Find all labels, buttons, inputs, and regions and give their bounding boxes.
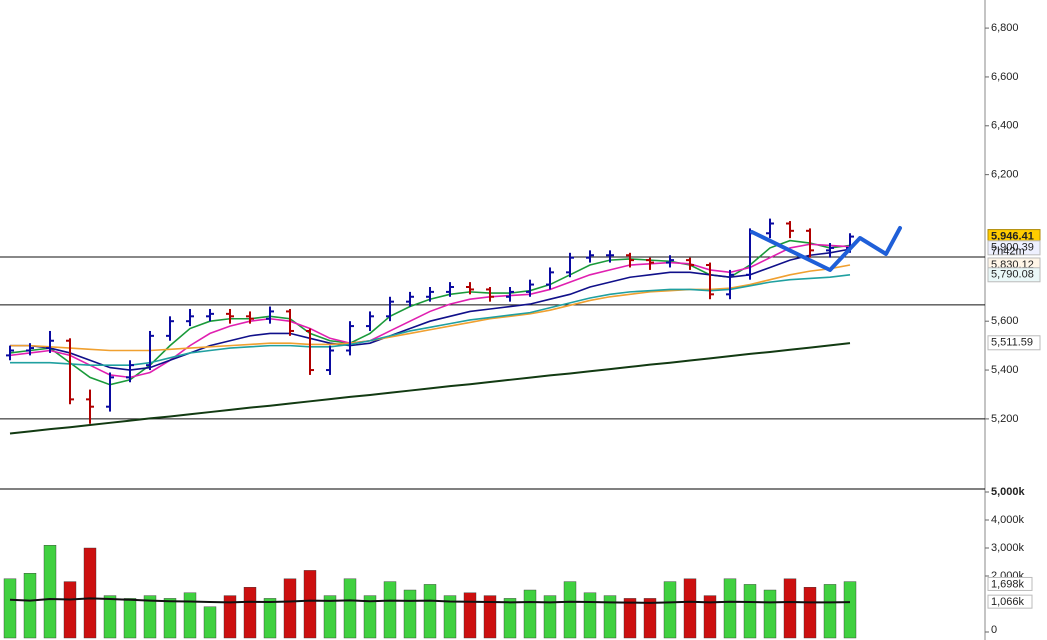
volume-y-tick-label: 3,000k	[991, 542, 1025, 554]
price-label-box	[987, 240, 1041, 256]
y-tick-label: 5,400	[991, 364, 1019, 376]
price-label: 5,900.39	[991, 242, 1034, 254]
volume-bar	[303, 570, 317, 639]
volume-bar	[803, 587, 817, 639]
volume-bar	[263, 598, 277, 639]
volume-bar	[283, 578, 297, 639]
volume-bar	[723, 578, 737, 639]
volume-y-tick-label: 5,000k	[991, 486, 1026, 498]
volume-bar	[703, 595, 717, 639]
moving-average	[9, 239, 851, 386]
volume-bar	[123, 598, 137, 639]
volume-bar	[223, 595, 237, 639]
volume-bar	[423, 584, 437, 639]
volume-bar	[443, 595, 457, 639]
volume-bar	[3, 578, 17, 639]
volume-bar	[683, 578, 697, 639]
volume-bar	[483, 595, 497, 639]
volume-bar	[183, 592, 197, 639]
volume-bar	[823, 584, 837, 639]
volume-y-tick-label: 0	[991, 624, 997, 636]
y-tick-label: 6,200	[991, 169, 1019, 181]
volume-bar	[603, 595, 617, 639]
volume-label-box	[987, 576, 1033, 591]
volume-pane	[3, 545, 857, 639]
volume-bar	[543, 595, 557, 639]
price-pane	[0, 218, 985, 435]
volume-bar	[203, 606, 217, 639]
volume-bar	[343, 578, 357, 639]
price-label: 5,511.59	[991, 337, 1033, 349]
volume-bar	[623, 598, 637, 639]
price-label-box	[987, 335, 1041, 351]
volume-average	[9, 597, 851, 604]
volume-bar	[563, 581, 577, 639]
volume-bar	[783, 578, 797, 639]
volume-bar	[23, 573, 37, 639]
volume-bar	[743, 584, 757, 639]
volume-bar	[523, 589, 537, 639]
volume-bar	[403, 589, 417, 639]
y-tick-label: 5,600	[991, 315, 1019, 327]
moving-average	[9, 342, 851, 435]
volume-bar	[43, 545, 57, 639]
volume-label: 1,698k	[991, 578, 1025, 590]
volume-y-tick-label: 4,000k	[991, 514, 1025, 526]
volume-bar	[583, 592, 597, 639]
y-tick-label: 6,800	[991, 22, 1019, 34]
volume-bar	[363, 595, 377, 639]
price-label-box	[987, 267, 1041, 283]
volume-label: 1,066k	[991, 596, 1025, 608]
volume-bar	[463, 592, 477, 639]
volume-bar	[763, 589, 777, 639]
volume-bar	[163, 598, 177, 639]
moving-average	[10, 264, 851, 352]
volume-label-box	[987, 594, 1033, 609]
volume-bar	[143, 595, 157, 639]
volume-bar	[843, 581, 857, 639]
volume-bar	[103, 595, 117, 639]
volume-bar	[503, 598, 517, 639]
countdown-timer: 7h42m	[991, 245, 1025, 257]
volume-bar	[383, 581, 397, 639]
drawn-projection	[750, 226, 902, 272]
volume-bar	[243, 587, 257, 639]
volume-bar	[643, 598, 657, 639]
volume-bar	[83, 547, 97, 639]
price-label: 5,946.41	[991, 230, 1034, 242]
y-tick-label: 5,200	[991, 413, 1019, 425]
y-tick-label: 6,400	[991, 120, 1019, 132]
price-label: 5,790.08	[991, 269, 1034, 281]
y-tick-label: 6,600	[991, 71, 1019, 83]
moving-average	[10, 248, 851, 371]
volume-bar	[323, 595, 337, 639]
volume-bar	[663, 581, 677, 639]
volume-bar	[63, 581, 77, 639]
